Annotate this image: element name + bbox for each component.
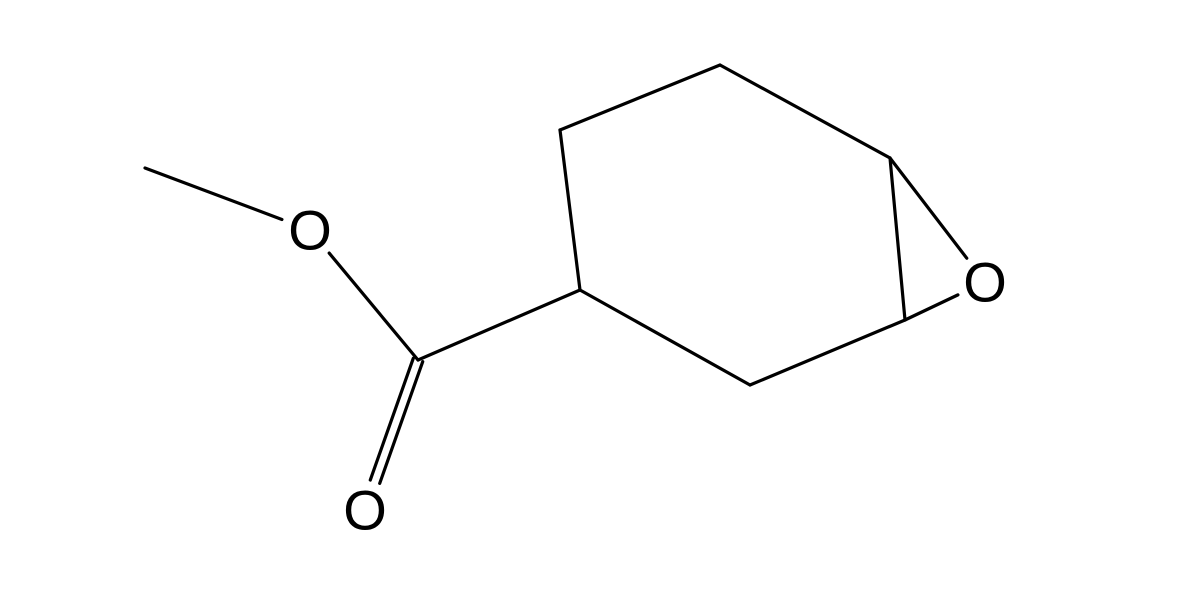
bond-line — [580, 290, 750, 385]
bond-line — [380, 362, 423, 484]
bond-line — [905, 295, 958, 320]
bond-line — [370, 358, 413, 480]
bond-line — [750, 320, 905, 385]
atom-label-o: O — [343, 479, 387, 542]
bond-line — [560, 65, 720, 130]
bond-line — [145, 168, 282, 219]
bond-line — [890, 158, 905, 320]
atom-label-o: O — [288, 199, 332, 262]
bond-line — [720, 65, 890, 158]
bond-line — [890, 158, 967, 258]
bond-line — [329, 253, 418, 360]
bond-line — [418, 290, 580, 360]
atom-label-o: O — [963, 251, 1007, 314]
bond-line — [560, 130, 580, 290]
chemical-structure-svg: O O O — [0, 0, 1180, 600]
